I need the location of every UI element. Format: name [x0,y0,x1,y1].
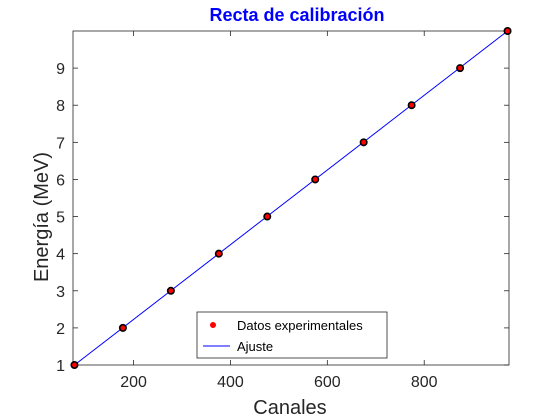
y-tick-label: 9 [56,61,65,78]
data-point [359,138,368,147]
x-axis-ticks: 200 400 600 800 [120,31,438,391]
y-tick-label: 8 [56,98,65,115]
data-point [263,212,272,221]
y-tick-label: 7 [56,135,65,152]
legend-box [196,311,388,359]
data-point [118,323,127,332]
x-tick-label: 600 [314,374,341,391]
data-point [456,64,465,73]
legend-label-datos: Datos experimentales [237,318,363,333]
series-layer [70,26,512,369]
legend-marker-datos [210,322,216,328]
y-tick-label: 3 [56,284,65,301]
x-tick-label: 800 [411,374,438,391]
y-axis-label: Energía (MeV) [31,152,53,282]
x-tick-label: 400 [217,374,244,391]
y-tick-label: 4 [56,247,65,264]
chart-title: Recta de calibración [209,5,384,25]
y-tick-label: 5 [56,210,65,227]
y-tick-label: 6 [56,172,65,189]
y-axis-ticks: 1 2 3 4 5 6 7 8 9 [56,61,509,375]
data-point [70,360,79,369]
x-axis-label: Canales [253,397,326,419]
data-point [214,249,223,258]
legend-label-ajuste: Ajuste [237,339,273,354]
data-point [407,101,416,110]
y-tick-label: 2 [56,321,65,338]
x-tick-label: 200 [120,374,147,391]
data-point [503,26,512,35]
legend: Datos experimentales Ajuste [196,311,388,359]
fit-line [72,29,510,367]
data-point [166,286,175,295]
y-tick-label: 1 [56,358,65,375]
data-point [311,175,320,184]
